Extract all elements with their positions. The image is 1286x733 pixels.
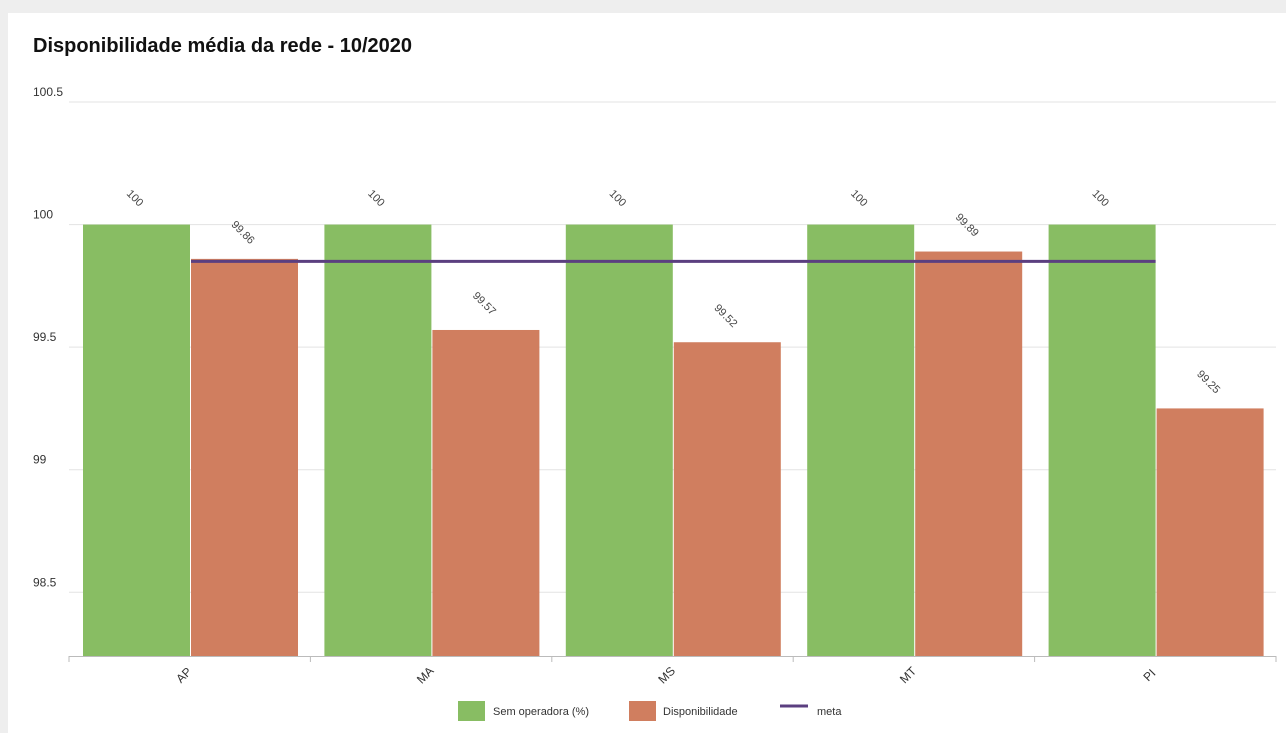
legend-label-sem-operadora: Sem operadora (%) [493,706,589,718]
data-label: 100 [848,188,869,209]
y-tick-label: 100.5 [33,85,63,99]
x-tick-label: MA [414,664,437,687]
legend-label-meta: meta [817,706,842,718]
y-tick-label: 98.5 [33,575,57,589]
x-tick-label: MT [897,664,920,687]
bar-disponibilidade [673,342,781,656]
x-tick-label: PI [1141,666,1159,684]
x-tick-label: AP [173,665,194,686]
data-label: 100 [1089,188,1110,209]
bar-sem-operadora [565,224,673,656]
data-label: 100 [607,188,628,209]
chart-canvas: 100.5 100 99.5 99 98.5 100 99.86 AP 100 99.57 MA 10… [33,85,1277,721]
legend-swatch-sem-operadora [458,701,485,721]
chart-card: Disponibilidade média da rede - 10/2020 … [8,13,1286,733]
data-label: 99.52 [711,302,739,330]
data-label: 100 [365,188,386,209]
y-tick-label: 99.5 [33,330,57,344]
bar-disponibilidade [915,251,1023,656]
y-tick-label: 100 [33,208,53,222]
data-label: 99.86 [229,219,257,247]
data-label: 99.89 [953,211,981,239]
bar-disponibilidade [1156,408,1264,656]
bar-disponibilidade [432,329,540,656]
data-label: 100 [124,188,145,209]
y-tick-label: 99 [33,453,47,467]
chart-title: Disponibilidade média da rede - 10/2020 [33,35,413,57]
legend-swatch-disponibilidade [629,701,656,721]
bar-disponibilidade [191,258,298,656]
data-label: 99.57 [470,290,498,318]
bar-sem-operadora [1048,224,1156,656]
x-tick-label: MS [655,664,678,687]
data-label: 99.25 [1194,368,1222,396]
bar-sem-operadora [807,224,915,656]
bar-sem-operadora [83,224,190,656]
bar-sem-operadora [324,224,432,656]
legend-label-disponibilidade: Disponibilidade [663,706,738,718]
